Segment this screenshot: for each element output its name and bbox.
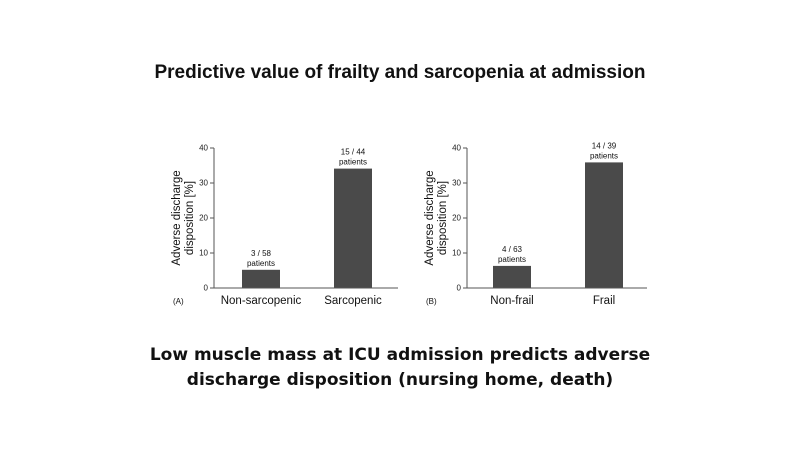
x-category-label: Non-frail [490,295,533,307]
bar-frail [585,162,623,288]
y-tick-label: 0 [204,284,209,293]
x-category-label: Sarcopenic [324,295,382,307]
panel-label: (B) [426,297,437,306]
bar-annotation-count: 3 / 58 [251,249,272,258]
bar-sarcopenic [334,168,372,288]
y-tick-label: 30 [199,179,208,188]
slide-title: Predictive value of frailty and sarcopen… [154,62,646,83]
charts-canvas: Adverse discharge disposition [%] 0 10 2… [171,141,647,307]
bar-annotation-unit: patients [498,255,526,264]
slide-caption: Low muscle mass at ICU admission predict… [0,343,800,393]
y-tick-label: 20 [452,214,461,223]
y-tick-label: 20 [199,214,208,223]
y-tick-label: 10 [199,249,208,258]
bar-annotation-unit: patients [247,259,275,268]
y-axis-label-line1: Adverse discharge [171,170,183,265]
y-tick-label: 30 [452,179,461,188]
bar-annotation-count: 4 / 63 [502,245,523,254]
bar-annotation-unit: patients [590,151,618,160]
y-tick-label: 40 [452,144,461,153]
bar-annotation-count: 15 / 44 [341,148,366,157]
x-category-label: Non-sarcopenic [221,295,302,307]
caption-line-1: Low muscle mass at ICU admission predict… [149,345,651,365]
chart-panel-a: Adverse discharge disposition [%] 0 10 2… [171,144,398,307]
y-axis-label-line2: disposition [%] [437,181,449,255]
bar-annotation-count: 14 / 39 [592,141,617,150]
y-tick-label: 40 [199,144,208,153]
bar-non-sarcopenic [242,269,280,288]
panel-label: (A) [173,297,184,306]
y-axis-label-line2: disposition [%] [184,181,196,255]
y-axis-label-line1: Adverse discharge [424,170,436,265]
y-tick-label: 10 [452,249,461,258]
caption-line-2: discharge disposition (nursing home, dea… [186,370,614,390]
y-tick-label: 0 [457,284,462,293]
x-category-label: Frail [593,295,615,307]
bar-non-frail [493,265,531,288]
bar-annotation-unit: patients [339,158,367,167]
chart-panel-b: Adverse discharge disposition [%] 0 10 2… [424,141,647,307]
